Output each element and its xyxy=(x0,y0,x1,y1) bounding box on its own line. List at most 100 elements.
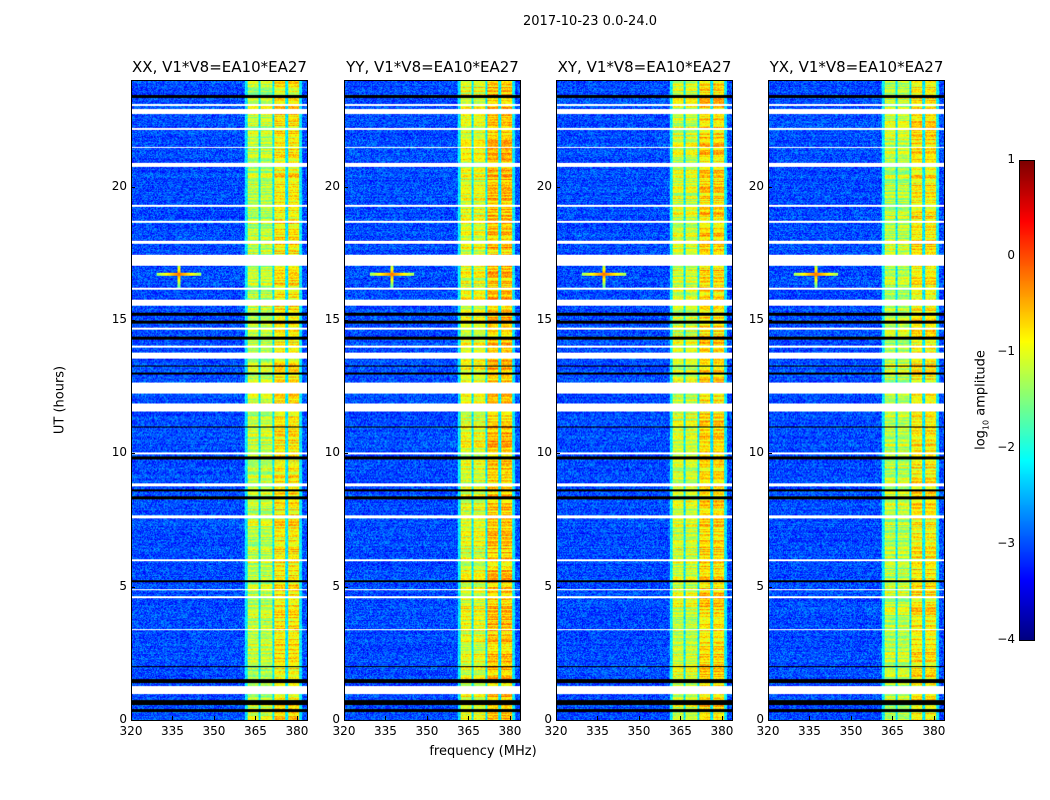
y-tick-mark xyxy=(131,186,135,188)
x-tick-mark xyxy=(638,716,640,720)
y-tick-label: 5 xyxy=(332,578,340,593)
y-tick-mark xyxy=(768,320,772,321)
x-tick-label: 335 xyxy=(586,724,609,738)
colorbar-label: log10 amplitude xyxy=(974,350,991,450)
y-tick-mark xyxy=(344,453,348,455)
x-tick-mark xyxy=(296,716,298,720)
y-tick-label: 15 xyxy=(111,312,127,326)
x-tick-mark xyxy=(385,716,387,720)
colorbar xyxy=(1019,160,1035,641)
colorbar-tick-label: −2 xyxy=(997,440,1015,454)
colorbar-label-rest: amplitude xyxy=(973,350,989,420)
x-tick-mark xyxy=(809,716,811,720)
y-tick-label: 0 xyxy=(544,712,552,726)
x-tick-label: 320 xyxy=(544,724,568,738)
x-tick-mark xyxy=(892,716,894,720)
x-tick-mark xyxy=(768,716,769,720)
y-tick-label: 10 xyxy=(748,445,764,460)
y-tick-label: 15 xyxy=(324,312,340,326)
y-tick-mark xyxy=(556,453,560,455)
x-tick-label: 365 xyxy=(457,724,480,738)
x-tick-mark xyxy=(426,716,428,720)
x-tick-label: 335 xyxy=(161,724,184,738)
x-tick-label: 365 xyxy=(244,724,267,738)
x-tick-mark xyxy=(509,716,511,720)
y-tick-label: 10 xyxy=(324,445,340,460)
x-axis-label: frequency (MHz) xyxy=(429,744,537,759)
y-tick-label: 20 xyxy=(111,178,127,193)
x-tick-mark xyxy=(721,716,723,720)
x-tick-mark xyxy=(933,716,935,720)
x-tick-label: 380 xyxy=(922,724,946,738)
colorbar-label-sub: 10 xyxy=(981,419,991,431)
colorbar-label-main: log xyxy=(973,430,989,450)
y-tick-mark xyxy=(556,586,560,588)
y-tick-label: 20 xyxy=(536,178,552,193)
panel-title: XY, V1*V8=EA10*EA27 xyxy=(557,58,732,76)
y-tick-mark xyxy=(768,453,772,455)
y-tick-mark xyxy=(131,453,135,455)
panel-title: YX, V1*V8=EA10*EA27 xyxy=(769,58,944,76)
y-tick-label: 0 xyxy=(332,712,340,726)
spectrogram-panel-xx xyxy=(131,80,308,721)
y-tick-label: 0 xyxy=(119,712,127,726)
y-tick-label: 20 xyxy=(324,178,340,193)
x-tick-label: 350 xyxy=(415,724,439,738)
y-tick-mark xyxy=(131,586,135,588)
spectrogram-panel-yx xyxy=(768,80,945,721)
y-tick-mark xyxy=(344,186,348,188)
y-tick-label: 5 xyxy=(544,578,552,593)
x-tick-label: 365 xyxy=(881,724,904,738)
y-tick-mark xyxy=(768,586,772,588)
x-tick-label: 365 xyxy=(669,724,692,738)
y-axis-label: UT (hours) xyxy=(52,365,68,435)
x-tick-mark xyxy=(556,716,557,720)
x-tick-label: 350 xyxy=(202,724,226,738)
y-tick-mark xyxy=(768,186,772,188)
x-tick-label: 335 xyxy=(798,724,821,738)
y-tick-label: 5 xyxy=(756,578,764,593)
colorbar-tick-label: 1 xyxy=(1007,152,1015,166)
y-tick-label: 10 xyxy=(111,445,127,460)
y-tick-mark xyxy=(344,320,348,321)
spectrogram-panel-xy xyxy=(556,80,733,721)
x-tick-label: 350 xyxy=(839,724,863,738)
colorbar-tick-label: −1 xyxy=(997,344,1015,358)
y-tick-mark xyxy=(768,720,772,721)
y-tick-mark xyxy=(344,720,348,721)
x-tick-label: 320 xyxy=(332,724,356,738)
x-tick-label: 380 xyxy=(710,724,734,738)
x-tick-label: 350 xyxy=(627,724,651,738)
x-tick-mark xyxy=(468,716,470,720)
x-tick-mark xyxy=(213,716,215,720)
colorbar-tick-label: −4 xyxy=(997,632,1015,646)
x-tick-label: 380 xyxy=(285,724,309,738)
x-tick-label: 320 xyxy=(756,724,780,738)
x-tick-mark xyxy=(172,716,174,720)
y-tick-label: 10 xyxy=(536,445,552,460)
x-tick-label: 320 xyxy=(119,724,143,738)
colorbar-tick-label: −3 xyxy=(997,536,1015,550)
y-tick-mark xyxy=(556,186,560,188)
y-tick-mark xyxy=(556,720,560,721)
spectrogram-panel-yy xyxy=(344,80,521,721)
x-tick-mark xyxy=(131,716,132,720)
y-tick-label: 15 xyxy=(536,312,552,326)
panel-title: YY, V1*V8=EA10*EA27 xyxy=(346,58,519,76)
y-tick-mark xyxy=(131,720,135,721)
y-tick-label: 15 xyxy=(748,312,764,326)
x-tick-mark xyxy=(255,716,257,720)
x-tick-mark xyxy=(850,716,852,720)
y-tick-label: 0 xyxy=(756,712,764,726)
x-tick-mark xyxy=(344,716,345,720)
x-tick-label: 380 xyxy=(498,724,522,738)
y-tick-mark xyxy=(344,586,348,588)
x-tick-mark xyxy=(597,716,599,720)
x-tick-mark xyxy=(680,716,682,720)
y-tick-label: 5 xyxy=(119,578,127,593)
x-tick-label: 335 xyxy=(374,724,397,738)
y-tick-label: 20 xyxy=(748,178,764,193)
colorbar-tick-label: 0 xyxy=(1007,248,1015,262)
y-tick-mark xyxy=(131,320,135,321)
figure-title: 2017-10-23 0.0-24.0 xyxy=(523,14,657,29)
